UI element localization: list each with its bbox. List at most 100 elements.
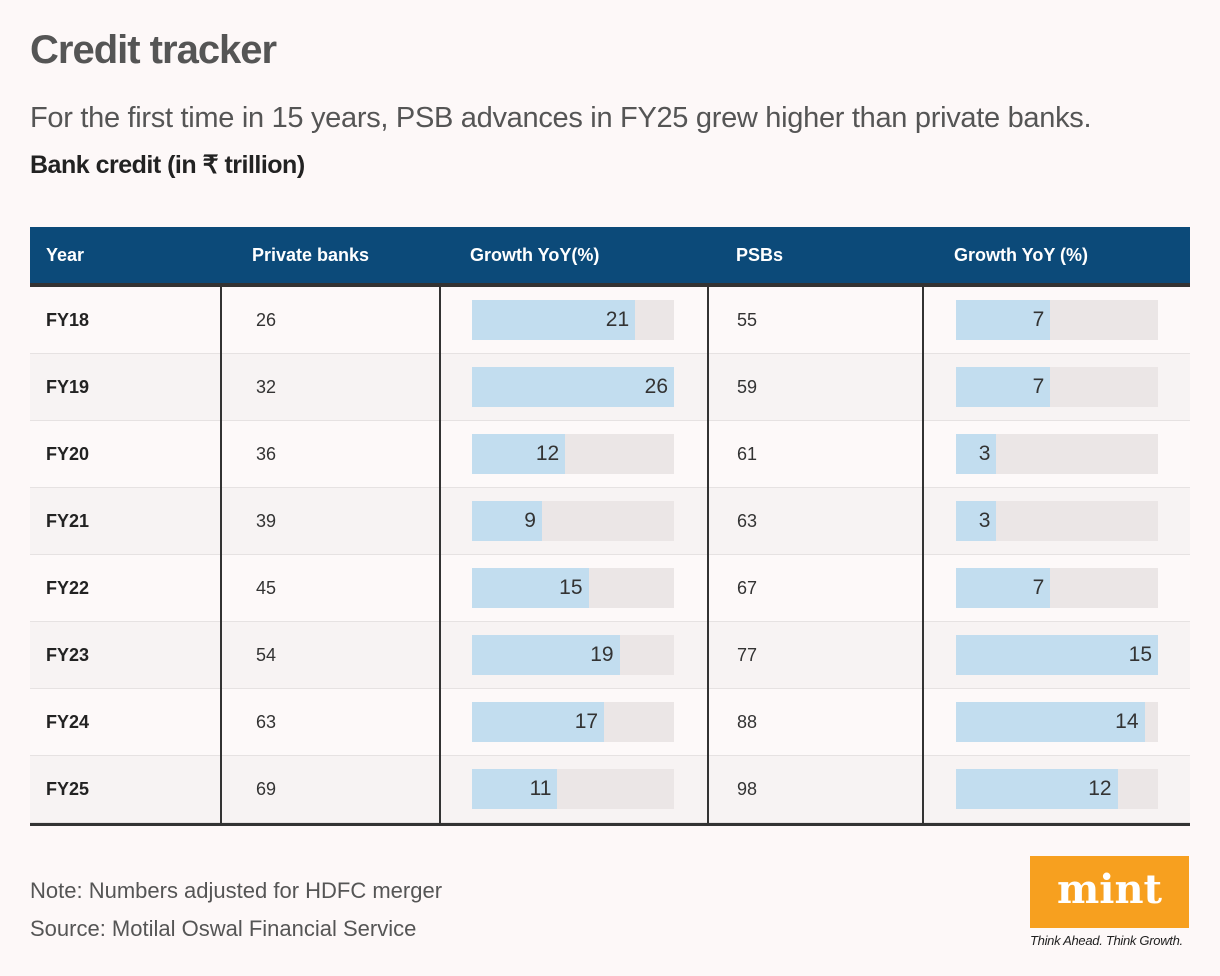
private-growth-bar: 15 [472,568,589,608]
source: Source: Motilal Oswal Financial Service [30,916,417,941]
table-header: Year Private banks Growth YoY(%) PSBs Gr… [30,227,1190,287]
private-banks-cell: 69 [256,779,277,799]
year-cell: FY19 [46,377,90,397]
psb-growth-bar: 7 [956,367,1051,407]
psb-growth-bar: 12 [956,769,1118,809]
private-growth-value: 21 [605,308,630,331]
chart-subtitle: For the first time in 15 years, PSB adva… [30,102,1092,134]
private-growth-bar: 9 [472,501,542,541]
private-growth-track: 26 [472,367,674,407]
table-row: FY20 36 61 12 3 [30,421,1190,488]
private-growth-track: 21 [472,300,674,340]
note: Note: Numbers adjusted for HDFC merger [30,878,443,903]
psbs-cell: 61 [737,444,758,464]
psb-growth-value: 14 [1115,710,1139,733]
year-cell: FY23 [46,645,90,665]
year-cell: FY18 [46,310,90,330]
private-banks-cell: 26 [256,310,277,330]
logo-tagline: Think Ahead. Think Growth. [1030,933,1183,948]
table-row: FY21 39 63 9 3 [30,488,1190,555]
table-row: FY22 45 67 15 7 [30,555,1190,622]
psbs-cell: 98 [737,779,758,799]
psb-growth-bar: 7 [956,300,1051,340]
psb-growth-bar: 3 [956,501,997,541]
psb-growth-value: 3 [978,442,991,465]
column-divider [220,287,222,823]
psbs-cell: 63 [737,511,758,531]
year-cell: FY22 [46,578,90,598]
psb-growth-value: 7 [1032,576,1045,599]
private-growth-value: 19 [590,643,614,666]
psb-growth-track: 12 [956,769,1158,809]
header-psbs: PSBs [736,244,784,265]
psb-growth-track: 15 [956,635,1158,675]
private-growth-value: 15 [559,576,583,599]
psb-growth-value: 7 [1032,375,1045,398]
psb-growth-value: 7 [1032,308,1045,331]
table-row: FY25 69 98 11 12 [30,756,1190,823]
private-growth-value: 9 [524,509,536,532]
private-growth-bar: 19 [472,635,620,675]
table-row: FY23 54 77 19 15 [30,622,1190,689]
private-growth-track: 9 [472,501,674,541]
private-growth-track: 11 [472,769,674,809]
table-row: FY18 26 55 21 7 [30,287,1190,354]
year-cell: FY25 [46,779,90,799]
psb-growth-bar: 3 [956,434,997,474]
year-cell: FY24 [46,712,90,732]
psb-growth-track: 7 [956,568,1158,608]
psb-growth-bar: 14 [956,702,1145,742]
private-growth-track: 12 [472,434,674,474]
psbs-cell: 67 [737,578,758,598]
psb-growth-bar: 7 [956,568,1051,608]
private-banks-cell: 32 [256,377,277,397]
private-banks-cell: 63 [256,712,277,732]
psbs-cell: 77 [737,645,758,665]
private-banks-cell: 36 [256,444,277,464]
column-divider [707,287,709,823]
private-growth-track: 17 [472,702,674,742]
header-psb-growth: Growth YoY (%) [954,244,1089,265]
mint-logo: mint [1030,856,1189,928]
private-growth-value: 12 [535,442,560,465]
year-cell: FY21 [46,511,90,531]
private-growth-value: 11 [529,777,552,800]
private-growth-bar: 26 [472,367,674,407]
psb-growth-value: 12 [1088,777,1112,800]
header-private-banks: Private banks [252,244,370,265]
psb-growth-value: 3 [978,509,991,532]
psb-growth-track: 14 [956,702,1158,742]
psbs-cell: 88 [737,712,758,732]
private-growth-value: 26 [644,375,668,398]
credit-table: Year Private banks Growth YoY(%) PSBs Gr… [30,227,1190,826]
column-divider [439,287,441,823]
private-growth-bar: 21 [472,300,636,340]
unit-label: Bank credit (in ₹ trillion) [30,151,305,179]
private-banks-cell: 54 [256,645,277,665]
table-body: FY18 26 55 21 7 FY19 32 59 26 7 FY20 36 61 12 3 FY21 39 6… [30,287,1190,826]
private-growth-track: 19 [472,635,674,675]
private-banks-cell: 39 [256,511,277,531]
private-banks-cell: 45 [256,578,277,598]
psb-growth-track: 7 [956,300,1158,340]
table-row: FY24 63 88 17 14 [30,689,1190,756]
psb-growth-value: 15 [1128,643,1152,666]
psb-growth-track: 7 [956,367,1158,407]
psbs-cell: 55 [737,310,758,330]
private-growth-bar: 11 [472,769,558,809]
year-cell: FY20 [46,444,90,464]
psb-growth-track: 3 [956,434,1158,474]
psb-growth-track: 3 [956,501,1158,541]
private-growth-track: 15 [472,568,674,608]
private-growth-value: 17 [574,710,599,733]
table-row: FY19 32 59 26 7 [30,354,1190,421]
private-growth-bar: 12 [472,434,566,474]
header-year: Year [46,244,85,265]
header-private-growth: Growth YoY(%) [470,244,600,265]
private-growth-bar: 17 [472,702,605,742]
chart-title: Credit tracker [30,28,277,72]
psb-growth-bar: 15 [956,635,1158,675]
psbs-cell: 59 [737,377,758,397]
column-divider [922,287,924,823]
